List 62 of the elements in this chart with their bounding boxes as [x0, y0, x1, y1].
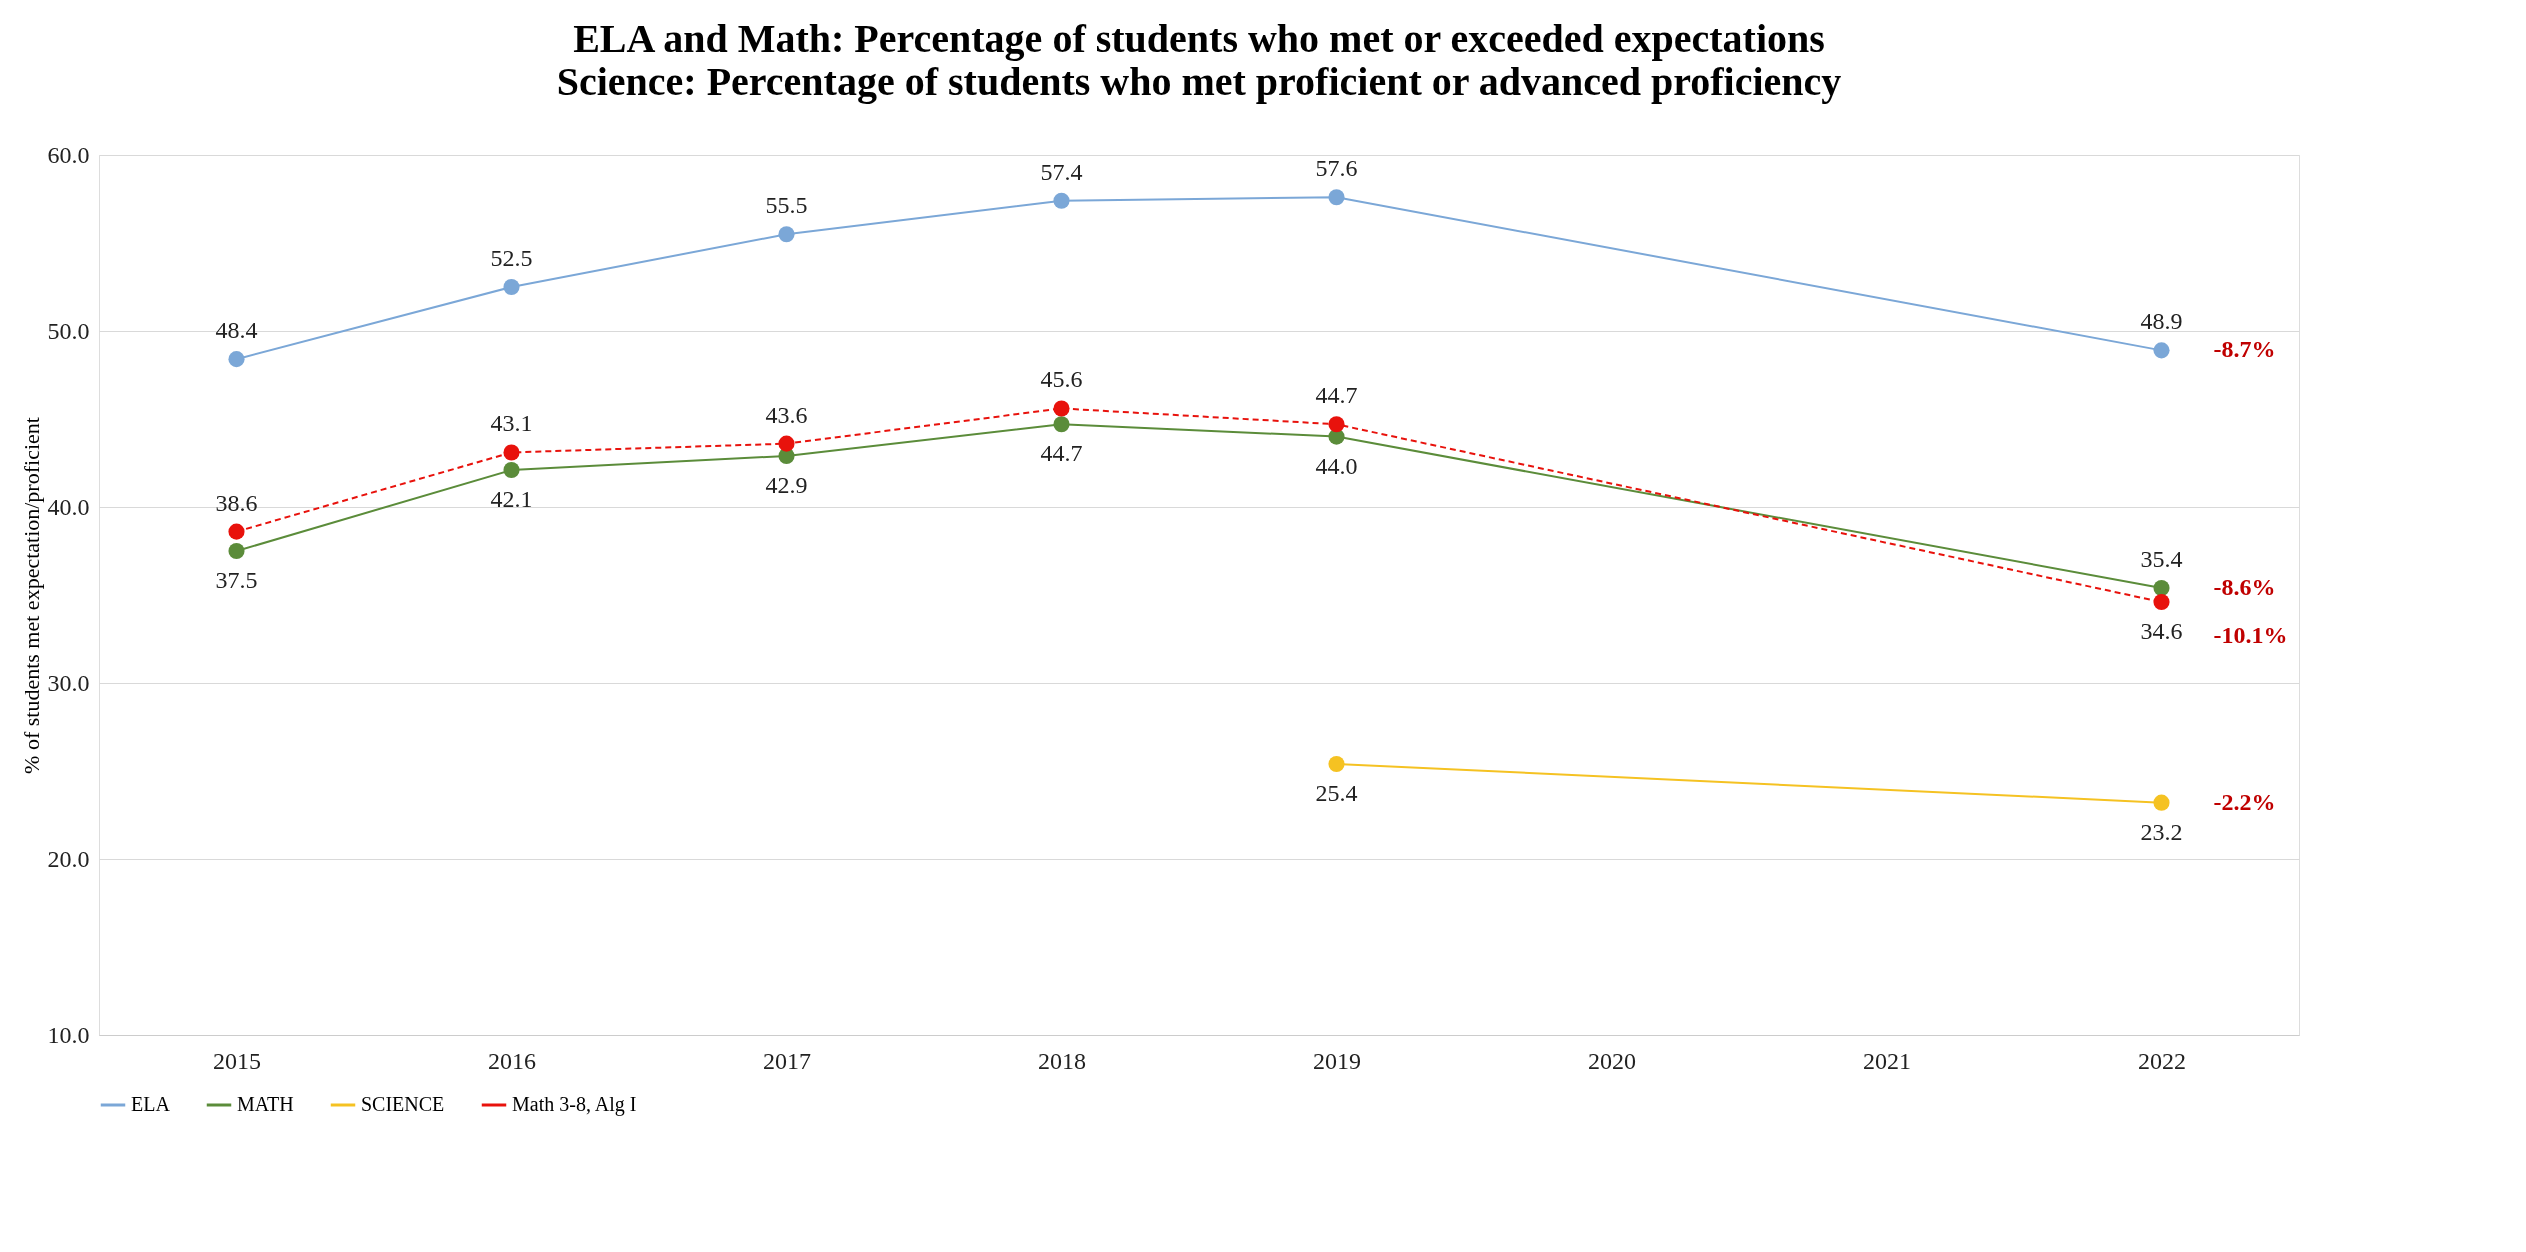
data-label: 44.7 [1040, 440, 1083, 467]
data-label: 43.6 [765, 401, 808, 428]
data-label: 43.1 [490, 410, 533, 437]
point [1053, 416, 1070, 433]
x-tick-label: 2019 [1313, 1047, 1361, 1074]
legend-label: Math 3-8, Alg I [512, 1093, 637, 1116]
point [503, 278, 520, 296]
x-tick-label: 2020 [1588, 1047, 1636, 1074]
point [778, 435, 795, 452]
legend-label: MATH [237, 1093, 294, 1115]
annotation: -8.6% [2213, 573, 2276, 600]
data-label: 52.5 [490, 245, 533, 271]
data-label: 44.7 [1315, 382, 1358, 409]
legend-label: SCIENCE [361, 1093, 445, 1115]
point [1328, 189, 1345, 206]
data-label: 25.4 [1315, 779, 1358, 806]
data-label: 57.4 [1040, 158, 1083, 185]
data-label: 35.4 [2140, 545, 2183, 572]
annotation: -10.1% [2213, 622, 2288, 649]
x-tick-label: 2022 [2138, 1047, 2186, 1074]
data-label: 45.6 [1040, 366, 1083, 393]
point [778, 226, 795, 243]
y-tick-label: 20.0 [47, 845, 90, 872]
data-label: 44.0 [1315, 452, 1358, 479]
data-label: 48.9 [2140, 308, 2183, 335]
y-tick-label: 10.0 [47, 1021, 90, 1048]
point [1053, 400, 1070, 417]
data-label: 23.2 [2140, 818, 2183, 845]
point [2153, 593, 2170, 611]
annotation: -8.7% [2213, 336, 2276, 363]
data-label: 37.5 [215, 567, 258, 593]
data-label: 42.9 [765, 471, 808, 498]
data-label: 38.6 [215, 489, 258, 516]
y-tick-label: 50.0 [47, 317, 90, 344]
y-axis-title: % of students met expectation/proficient [18, 417, 44, 774]
point [228, 542, 245, 560]
y-tick-label: 60.0 [47, 141, 90, 168]
point [1053, 192, 1070, 209]
data-label: 34.6 [2140, 618, 2183, 645]
point [228, 351, 245, 368]
x-tick-label: 2015 [213, 1047, 261, 1074]
point [503, 461, 520, 479]
x-tick-label: 2018 [1038, 1047, 1086, 1074]
x-tick-label: 2016 [488, 1047, 536, 1074]
data-label: 48.4 [215, 317, 258, 344]
legend-label: ELA [131, 1093, 171, 1115]
x-tick-label: 2021 [1863, 1047, 1911, 1074]
y-tick-label: 30.0 [47, 669, 90, 696]
data-label: 42.1 [490, 486, 533, 513]
point [503, 444, 520, 461]
chart-title: ELA and Math: Percentage of students who met or exceeded expectations [573, 16, 1825, 61]
data-label: 55.5 [765, 192, 808, 219]
y-tick-label: 40.0 [47, 493, 90, 520]
data-label: 57.6 [1315, 155, 1358, 182]
annotation: -2.2% [2213, 788, 2276, 815]
point [1328, 416, 1345, 433]
point [228, 523, 245, 540]
point [2153, 579, 2170, 597]
x-tick-label: 2017 [763, 1047, 811, 1074]
point [2153, 794, 2170, 811]
point [2153, 342, 2170, 359]
point [1328, 755, 1345, 773]
